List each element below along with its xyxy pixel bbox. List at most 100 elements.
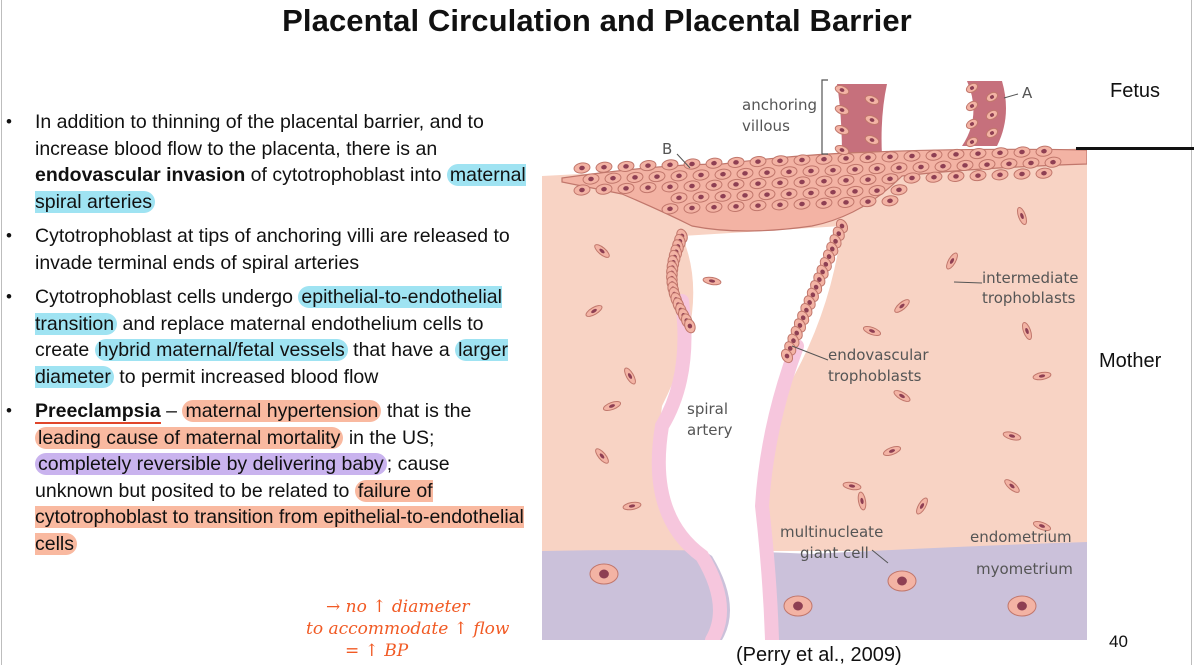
cell-nucleus [667, 184, 673, 190]
cell-nucleus [720, 193, 726, 199]
label-anchoring: anchoring [742, 96, 817, 114]
cell-nucleus [899, 303, 905, 309]
cell-nucleus [786, 191, 792, 197]
label-giant-cell: giant cell [800, 544, 869, 562]
bullet-text: to permit increased blood flow [113, 365, 379, 388]
cell-nucleus [887, 198, 893, 204]
cell-nucleus [896, 165, 902, 171]
cell-nucleus [599, 569, 609, 579]
cell-nucleus [869, 118, 875, 122]
bold-term: endovascular invasion [35, 164, 246, 186]
label-trophoblasts: trophoblasts [982, 289, 1076, 307]
bracket-line [821, 79, 828, 155]
label-spiral: spiral [687, 400, 728, 418]
cell-nucleus [1019, 171, 1025, 177]
cell-nucleus [793, 601, 803, 611]
cell-nucleus [826, 254, 832, 259]
cell-nucleus [645, 163, 651, 168]
cell-nucleus [897, 576, 907, 586]
myometrium-region [542, 542, 1087, 640]
cell-nucleus [865, 155, 871, 160]
cell-nucleus [1006, 161, 1012, 167]
cell-nucleus [797, 323, 803, 328]
cell-nucleus [953, 152, 959, 157]
cell-nucleus [676, 173, 682, 179]
cell-nucleus [984, 162, 990, 167]
highlight-purple: completely reversible by delivering baby [35, 453, 387, 475]
cell-nucleus [1019, 149, 1025, 155]
cell-nucleus [997, 172, 1003, 178]
cell-nucleus [808, 190, 814, 196]
cell-nucleus [687, 323, 693, 329]
cell-nucleus [888, 449, 896, 453]
cell-nucleus [865, 199, 871, 204]
cell-nucleus [1025, 327, 1029, 335]
leader-line [871, 549, 889, 564]
cell-nucleus [627, 373, 633, 379]
highlight-orange: leading cause of maternal mortality [35, 426, 344, 449]
cell-nucleus [931, 152, 937, 158]
cell-nucleus [839, 128, 845, 132]
bullet-text: ; cause unknown but posited to be relate… [35, 453, 450, 502]
cell-nucleus [865, 177, 871, 182]
cell-nucleus [799, 157, 805, 163]
cell-nucleus [887, 176, 893, 182]
cell-nucleus [733, 160, 739, 165]
cell-nucleus [919, 503, 925, 509]
cell-nucleus [931, 174, 937, 180]
cell-nucleus [667, 206, 673, 212]
cell-nucleus [742, 171, 748, 176]
cell-nucleus [804, 307, 809, 313]
cell-nucleus [810, 292, 816, 298]
cell-nucleus [755, 159, 761, 164]
cell-nucleus [784, 353, 790, 359]
cell-nucleus [969, 140, 975, 144]
bullet-text: Cytotrophoblast cells undergo [35, 286, 299, 308]
label-multinucleate: multinucleate [780, 523, 883, 541]
cell-nucleus [918, 164, 924, 170]
cell-nucleus [839, 88, 845, 92]
cell-nucleus [579, 187, 585, 193]
bullet-item: Cytotrophoblast at tips of anchoring vil… [6, 223, 531, 276]
cell-nucleus [711, 182, 717, 188]
cell-nucleus [899, 393, 905, 399]
cell-nucleus [742, 193, 748, 198]
cell-nucleus [799, 201, 805, 207]
bullet-text: that have a [347, 339, 456, 361]
cell-nucleus [823, 261, 829, 267]
cell-nucleus [975, 173, 981, 178]
cell-nucleus [698, 194, 704, 200]
highlight-blue: hybrid maternal/fetal vessels [94, 339, 348, 361]
cell-nucleus [645, 185, 651, 190]
cell-nucleus [821, 156, 827, 162]
cell-nucleus [689, 161, 695, 167]
label-myometrium: myometrium [976, 560, 1073, 578]
cell-nucleus [764, 170, 770, 175]
cell-nucleus [777, 202, 783, 208]
cell-nucleus [1028, 160, 1034, 166]
cell-nucleus [711, 204, 717, 210]
cell-nucleus [813, 284, 819, 290]
cell-nucleus [868, 329, 876, 333]
handwritten-note: → no ↑ diameter [326, 597, 470, 617]
cell-nucleus [989, 131, 995, 135]
artery-wall-right [754, 339, 804, 640]
label-b: B [662, 140, 672, 158]
cell-nucleus [1009, 483, 1015, 489]
cell-nucleus [821, 200, 827, 206]
cell-nucleus [777, 158, 783, 164]
cell-nucleus [997, 150, 1003, 156]
cell-nucleus [601, 186, 607, 192]
cell-nucleus [969, 104, 975, 108]
cell-nucleus [623, 164, 629, 169]
cell-nucleus [969, 86, 975, 90]
cell-nucleus [787, 345, 793, 351]
cell-nucleus [800, 315, 806, 321]
leader-line [676, 153, 691, 169]
cell-nucleus [610, 175, 616, 181]
cell-nucleus [1017, 601, 1027, 611]
trophoblast-cells [573, 82, 1062, 617]
cell-nucleus [829, 246, 835, 252]
cell-nucleus [860, 497, 864, 505]
cell-nucleus [949, 258, 955, 264]
